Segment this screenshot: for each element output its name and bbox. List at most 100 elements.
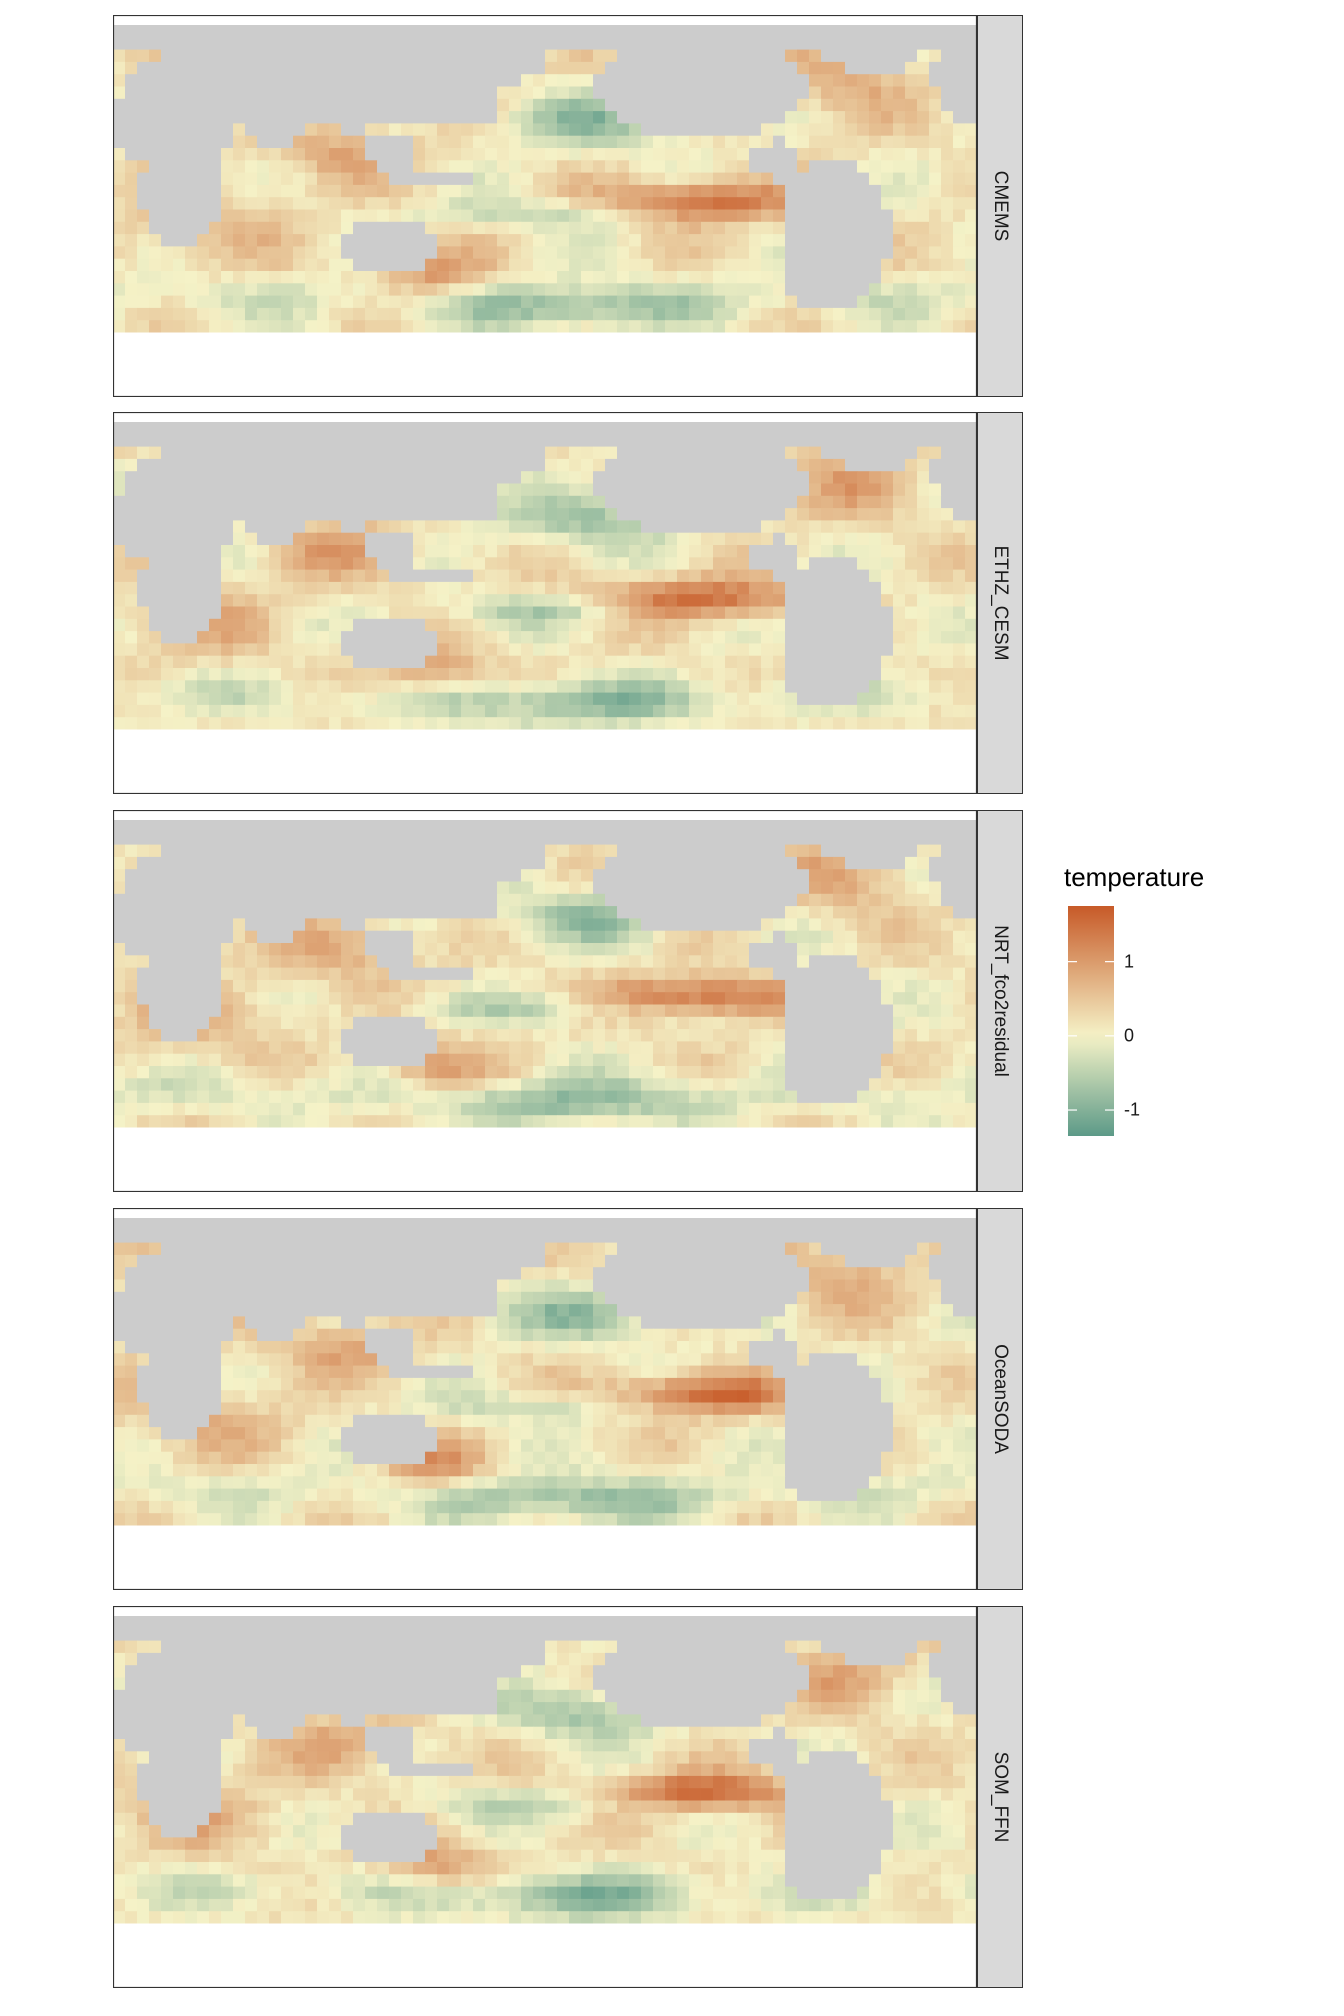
ocean-cell [269, 955, 282, 968]
ocean-cell [965, 123, 977, 137]
ocean-cell [821, 930, 834, 944]
ocean-cell [305, 1016, 318, 1030]
ocean-cell [449, 258, 462, 272]
land-cell [785, 881, 798, 895]
ocean-cell [857, 483, 870, 497]
no-data-cell [461, 729, 474, 743]
land-cell [401, 86, 414, 100]
ocean-cell [917, 61, 930, 75]
ocean-cell [617, 172, 630, 186]
ocean-cell [593, 320, 606, 333]
land-cell [125, 422, 138, 435]
ocean-cell [293, 668, 306, 681]
land-cell [161, 979, 174, 993]
land-cell [821, 581, 834, 595]
land-cell [845, 643, 858, 657]
ocean-cell [905, 955, 918, 968]
ocean-cell [593, 569, 606, 583]
ocean-cell [305, 979, 318, 993]
land-cell [485, 893, 498, 907]
ocean-cell [857, 557, 870, 570]
ocean-cell [905, 704, 918, 718]
ocean-cell [581, 74, 594, 87]
land-cell [197, 458, 210, 472]
ocean-cell [905, 717, 918, 730]
land-cell [365, 483, 378, 497]
ocean-cell [797, 893, 810, 907]
ocean-cell [581, 271, 594, 284]
ocean-cell [521, 643, 534, 657]
ocean-cell [293, 930, 306, 944]
land-cell [389, 246, 402, 260]
ocean-cell [677, 160, 690, 173]
land-cell [845, 295, 858, 309]
land-cell [785, 643, 798, 657]
ocean-cell [377, 184, 390, 198]
land-cell [305, 893, 318, 907]
land-cell [785, 197, 798, 210]
ocean-cell [737, 655, 750, 669]
land-cell [137, 458, 150, 472]
ocean-cell [809, 446, 822, 460]
ocean-cell [809, 869, 822, 882]
ocean-cell [317, 320, 330, 333]
facet-label: ETHZ_CESM [990, 545, 1011, 661]
ocean-cell [209, 680, 222, 693]
ocean-cell [881, 471, 894, 484]
land-cell [305, 471, 318, 484]
ocean-cell [833, 532, 846, 546]
land-cell [845, 283, 858, 296]
land-cell [629, 820, 642, 833]
land-cell [713, 25, 726, 38]
ocean-cell [341, 209, 354, 223]
ocean-cell [701, 618, 714, 632]
no-data-cell [557, 729, 570, 743]
ocean-cell [941, 569, 954, 583]
ocean-cell [953, 123, 966, 137]
land-cell [473, 471, 486, 484]
ocean-cell [701, 979, 714, 993]
ocean-cell [497, 98, 510, 112]
land-cell [713, 111, 726, 124]
ocean-cell [401, 209, 414, 223]
ocean-cell [725, 943, 738, 956]
land-cell [353, 520, 366, 534]
ocean-cell [641, 1016, 654, 1030]
ocean-cell [629, 943, 642, 956]
land-cell [833, 283, 846, 296]
land-cell [761, 869, 774, 882]
land-cell [557, 820, 570, 833]
land-cell [809, 594, 822, 607]
ocean-cell [221, 992, 234, 1005]
ocean-cell [569, 893, 582, 907]
land-cell [281, 881, 294, 895]
ocean-cell [353, 704, 366, 718]
land-cell [293, 520, 306, 534]
ocean-cell [785, 704, 798, 718]
ocean-cell [881, 135, 894, 149]
land-cell [653, 869, 666, 882]
ocean-cell [269, 160, 282, 173]
ocean-cell [341, 271, 354, 284]
ocean-cell [173, 668, 186, 681]
land-cell [401, 25, 414, 38]
ocean-cell [521, 135, 534, 149]
ocean-cell [425, 680, 438, 693]
ocean-cell [113, 458, 126, 472]
ocean-cell [725, 979, 738, 993]
ocean-cell [281, 606, 294, 620]
ocean-cell [293, 569, 306, 583]
ocean-cell [485, 545, 498, 558]
ocean-cell [677, 979, 690, 993]
land-cell [797, 37, 810, 50]
land-cell [137, 930, 150, 944]
land-cell [185, 483, 198, 497]
ocean-cell [545, 1016, 558, 1030]
land-cell [965, 422, 977, 435]
ocean-cell [305, 918, 318, 932]
ocean-cell [593, 930, 606, 944]
no-data-cell [497, 332, 510, 346]
land-cell [845, 221, 858, 235]
ocean-cell [149, 692, 162, 706]
ocean-cell [617, 979, 630, 993]
